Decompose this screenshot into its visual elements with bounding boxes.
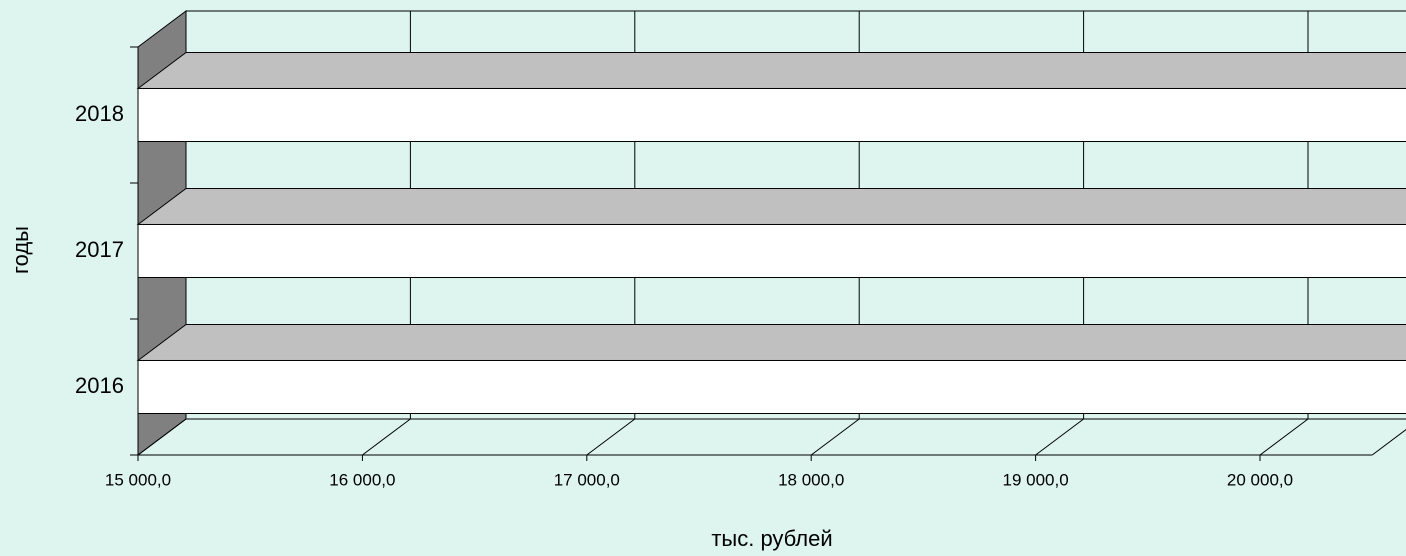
y-axis-label: годы: [8, 226, 33, 274]
y-tick-label: 2018: [75, 101, 124, 126]
x-tick-label: 18 000,0: [778, 470, 844, 489]
floor-grid-line: [810, 418, 860, 456]
bar: [137, 87, 1406, 143]
floor-grid-line: [1259, 418, 1309, 456]
floor-right: [1371, 429, 1406, 456]
x-tick-label: 19 000,0: [1003, 470, 1069, 489]
floor-grid-line: [1035, 418, 1084, 456]
bar-top: [136, 323, 1406, 361]
bar-segment: 17 861,7: [136, 51, 1406, 143]
bar-segment: 16 918,0: [136, 323, 1406, 415]
x-tick-label: 16 000,0: [329, 470, 395, 489]
x-tick-label: 17 000,0: [554, 470, 620, 489]
bar-top: [136, 187, 1406, 225]
floor-grid-line: [137, 418, 187, 456]
y-tick-label: 2016: [75, 373, 124, 398]
x-tick-label: 15 000,0: [105, 470, 171, 489]
bar-top: [136, 51, 1406, 89]
floor-grid-line: [362, 418, 411, 456]
bar-segment: 16 887,9: [136, 187, 1406, 279]
bar: [137, 223, 1406, 279]
x-tick-label: 20 000,0: [1227, 470, 1293, 489]
x-axis-label: тыс. рублей: [711, 526, 832, 551]
floor-grid-line: [586, 418, 636, 456]
y-tick-label: 2017: [75, 237, 124, 262]
bar: [137, 359, 1406, 415]
